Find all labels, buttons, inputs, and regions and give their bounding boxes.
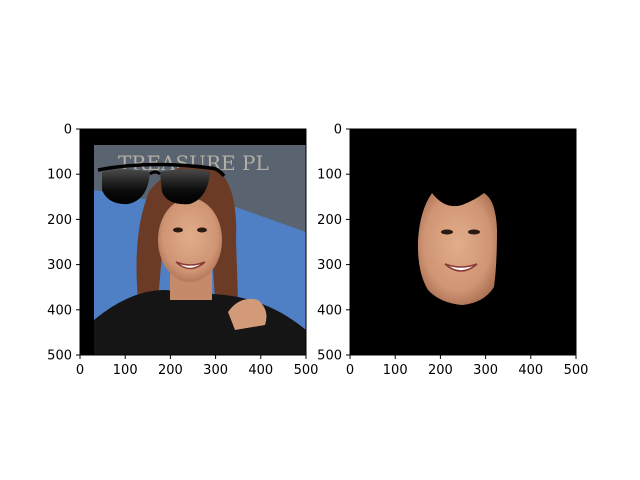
left-x-tick-label-1: 100	[113, 363, 138, 378]
right-y-tick-label-0: 0	[334, 123, 342, 138]
left-y-tick-label-0: 0	[64, 123, 72, 138]
right-y-tick-label-1: 100	[317, 168, 342, 183]
masked-face	[417, 193, 497, 305]
right-y-tick-label-3: 300	[317, 258, 342, 273]
right-y-tick-label-5: 500	[317, 349, 342, 364]
hand	[228, 298, 267, 330]
hair	[136, 164, 238, 300]
right-axis-ticks: 0 100 200 300 400 500 0 100 200 300 400 500	[317, 123, 588, 379]
right-x-tick-label-4: 400	[518, 363, 543, 378]
photo-image: TREASURE PL	[80, 129, 306, 355]
left-y-tick-label-2: 200	[47, 213, 72, 228]
mask-image	[350, 129, 576, 355]
left-y-tick-label-3: 300	[47, 258, 72, 273]
left-y-tick-label-1: 100	[47, 168, 72, 183]
right-y-tick-label-2: 200	[317, 213, 342, 228]
right-axes-frame	[349, 128, 577, 356]
right-x-tick-label-0: 0	[346, 363, 354, 378]
right-x-tick-label-1: 100	[383, 363, 408, 378]
left-y-tick-label-5: 500	[47, 349, 72, 364]
right-x-tick-label-3: 300	[473, 363, 498, 378]
left-x-tick-label-5: 500	[294, 363, 319, 378]
left-x-tick-label-3: 300	[203, 363, 228, 378]
left-axis-ticks: 0 100 200 300 400 500 0 100 200 300 400 500	[47, 123, 318, 379]
right-panel: 0 100 200 300 400 500 0 100 200 300 400 500	[317, 123, 588, 379]
left-y-tick-label-4: 400	[47, 303, 72, 318]
right-x-tick-label-5: 500	[564, 363, 589, 378]
right-y-tick-label-4: 400	[317, 303, 342, 318]
left-axes-frame	[79, 128, 307, 356]
left-x-tick-label-4: 400	[248, 363, 273, 378]
left-x-tick-label-0: 0	[76, 363, 84, 378]
face	[158, 198, 222, 282]
right-x-tick-label-2: 200	[428, 363, 453, 378]
sunglasses-icon	[97, 162, 226, 205]
left-x-tick-label-2: 200	[158, 363, 183, 378]
left-panel: TREASURE PL 0 100 200 300 40	[47, 123, 318, 379]
